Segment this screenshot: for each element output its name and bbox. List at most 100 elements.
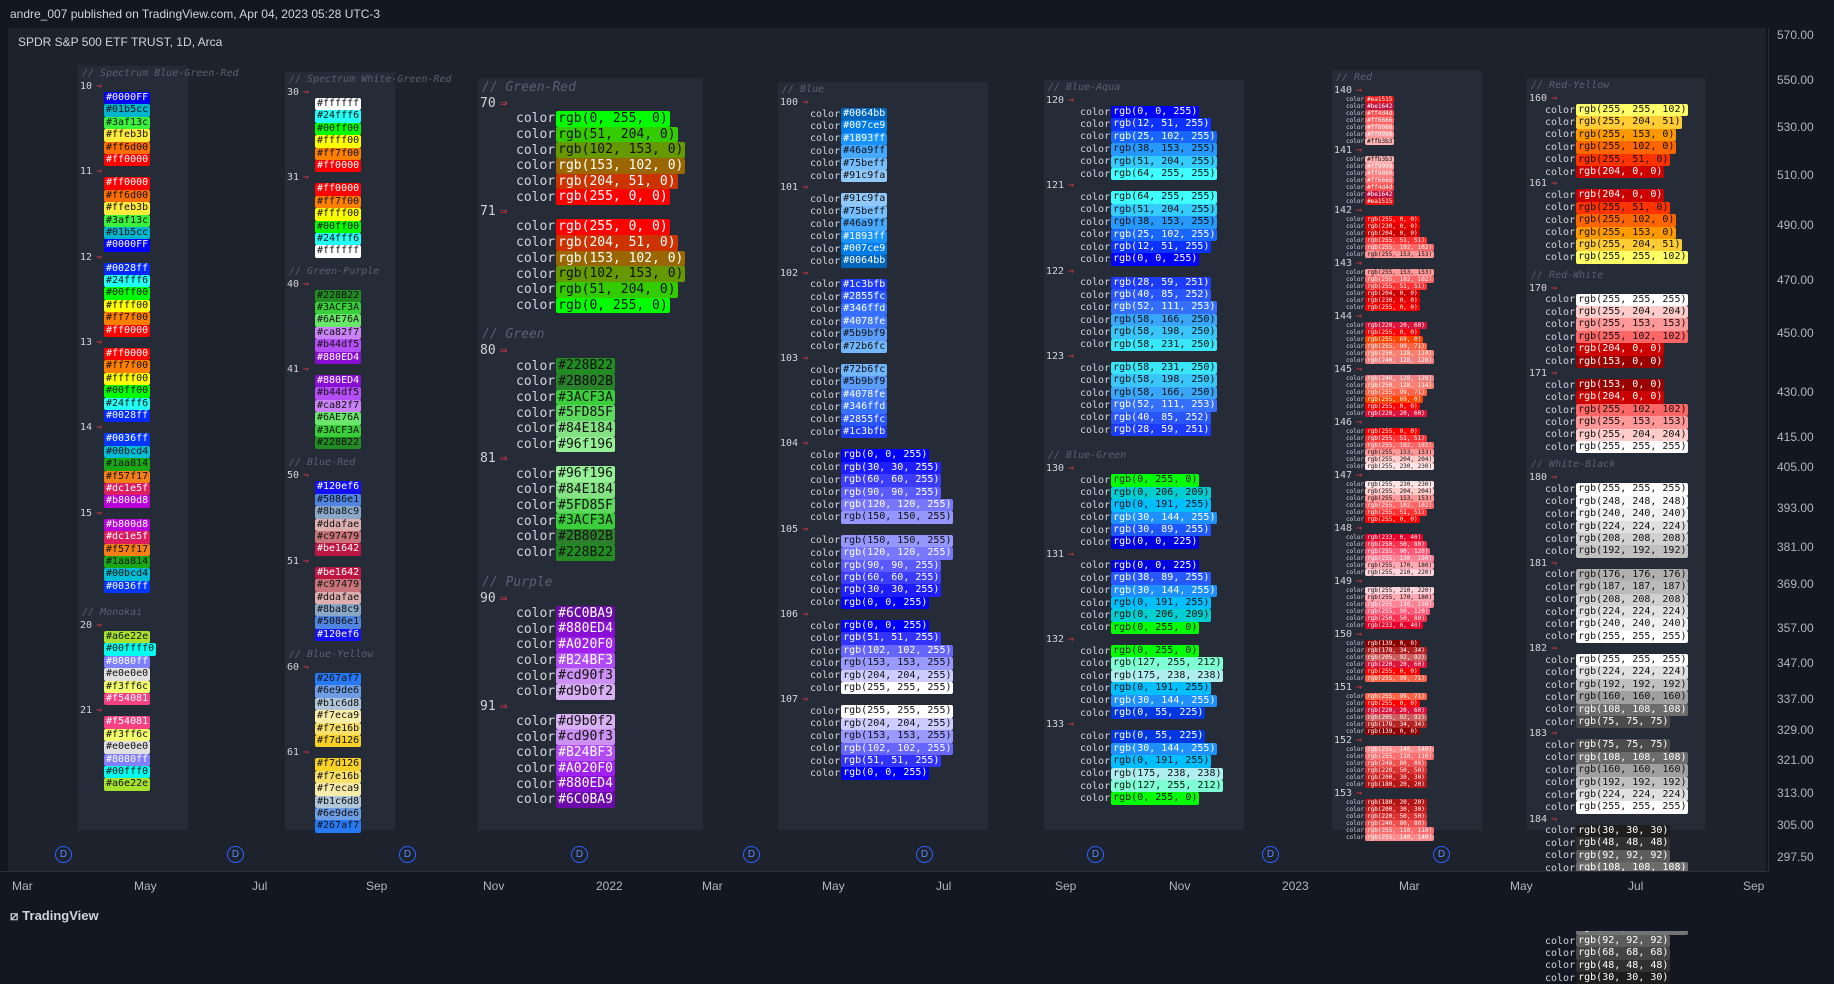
color-swatch: rgb(0, 0, 225) [1111,559,1200,573]
swatch-row: color rgb(255, 153, 153) [1332,495,1482,502]
color-swatch: #e0e0e0 [104,741,151,754]
color-swatch: #ffeb3b [104,129,151,142]
group-label: 30 ⇒ [287,87,395,98]
swatch-row: color rgb(255, 69, 0) [1332,336,1482,343]
color-keyword: color [1346,799,1365,806]
group-number: 180 [1529,472,1548,484]
color-swatch: rgb(255, 153, 153) [1365,449,1435,456]
swatch-row: color rgb(255, 204, 51) [1527,116,1705,129]
arrow-icon: ⇒ [1356,258,1363,269]
swatch-row: color rgb(58, 231, 250) [1044,338,1244,352]
dividend-marker[interactable]: D [1262,846,1279,863]
time-axis[interactable]: Mar May Jul Sep Nov 2022 Mar May Jul Sep Nov 2023 Ma… [0,871,1768,900]
color-keyword: color [1080,585,1111,597]
color-swatch: #A020F0 [556,636,615,653]
color-swatch: rgb(175, 238, 238) [1111,767,1224,780]
color-swatch: #3ACF3A [315,424,362,437]
arrow-icon: ⇒ [1068,719,1075,731]
section-title: // Purple [482,574,553,590]
color-keyword: color [1080,499,1111,511]
color-swatch: rgb(250, 128, 114) [1365,382,1435,389]
color-keyword: color [1346,283,1365,290]
dividend-marker[interactable]: D [743,846,760,863]
color-swatch: #5b9bf9 [841,328,888,341]
color-keyword: color [1346,463,1365,470]
dividend-marker[interactable]: D [55,846,72,863]
color-swatch: #1aa814 [104,458,151,471]
color-keyword: color [1080,695,1111,707]
arrow-icon: ⇒ [1356,311,1363,322]
swatch-row: color rgb(230, 0, 0) [1332,297,1482,304]
color-swatch: rgb(30, 144, 255) [1111,694,1218,708]
color-keyword: color [1080,289,1111,301]
color-keyword: color [810,414,841,426]
color-keyword: color [1545,343,1576,355]
dividend-marker[interactable]: D [916,846,933,863]
color-swatch: #0036ff [104,433,151,446]
swatch-row: #ffffff [285,98,395,111]
swatch-row: color rgb(255, 0, 0) [1332,516,1482,523]
price-axis[interactable]: 570.00 550.00 530.00 510.00 490.00 470.00 450.… [1768,28,1834,871]
swatch-row: color #46a9ff [778,145,988,158]
color-keyword: color [1080,339,1111,351]
swatch-row: color rgb(64, 255, 255) [1044,191,1244,204]
dividend-marker[interactable]: D [399,846,416,863]
color-keyword: color [1545,166,1576,178]
color-swatch: #8ba8c9 [315,603,362,617]
swatch-row: color rgb(153, 153, 255) [778,657,988,670]
swatch-row: #ff7f00 [78,360,188,373]
swatch-row: #f54081 [78,693,188,706]
color-keyword: color [516,621,556,637]
swatch-row: color rgb(28, 59, 251) [1044,423,1244,437]
group-label: 105 ⇒ [780,524,988,535]
color-swatch: #ff4d4d [1365,110,1395,117]
swatch-row: color rgb(51, 51, 255) [778,754,988,768]
dividend-marker[interactable]: D [571,846,588,863]
swatch-row: #01b5cc [78,226,188,240]
color-swatch: #0064bb [841,255,888,268]
swatch-row: color rgb(255, 130, 150) [1332,601,1482,608]
group-label: 123 ⇒ [1046,351,1244,362]
dividend-marker[interactable]: D [1087,846,1104,863]
color-keyword: color [1080,168,1111,180]
arrow-icon: ⇒ [802,267,809,279]
swatch-row: color #96f196 [478,436,703,453]
group-label: 150 ⇒ [1334,629,1482,640]
color-keyword: color [1346,244,1365,251]
swatch-row: color rgb(255, 255, 255) [1527,801,1705,814]
color-keyword: color [1346,435,1365,442]
color-keyword: color [810,512,841,524]
swatch-row: color rgb(0, 255, 0) [1044,645,1244,658]
swatch-row: color rgb(30, 89, 255) [1044,523,1244,537]
color-swatch: #01b5cc [104,104,151,117]
swatch-row: color #46a9ff [778,218,988,231]
group-label: 133 ⇒ [1046,719,1244,730]
arrow-icon: ⇒ [802,609,809,621]
color-keyword: color [1080,560,1111,572]
dividend-marker[interactable]: D [1433,846,1450,863]
swatch-row: color #ff6666 [1332,117,1482,124]
arrow-icon: ⇒ [1068,634,1075,646]
group-number: 10 [80,81,93,92]
color-keyword: color [516,545,556,561]
swatch-row: color rgb(0, 255, 0) [1044,474,1244,487]
tradingview-logo[interactable]: ⧄ TradingView [10,908,99,924]
group-number: 13 [80,337,93,349]
color-swatch: #5086e1 [315,493,362,507]
color-keyword: color [1346,230,1365,237]
group-number: 171 [1529,368,1548,380]
swatch-row: #0036ff [78,433,188,446]
arrow-icon: ⇒ [303,172,310,184]
time-label: Nov [1169,879,1191,893]
color-swatch: rgb(0, 0, 255) [1111,253,1200,266]
swatch-row: color #be1642 [1332,191,1482,198]
dividend-marker[interactable]: D [227,846,244,863]
group-label: 103 ⇒ [780,353,988,364]
time-label: Mar [1399,879,1420,893]
color-swatch: #5FD85F [556,497,615,514]
color-keyword: color [1346,806,1365,813]
section-title: // Red [1336,72,1373,83]
color-swatch: rgb(192, 192, 192) [1576,678,1689,692]
color-swatch: #f57f17 [104,543,151,556]
color-swatch: rgb(0, 0, 255) [841,767,930,780]
